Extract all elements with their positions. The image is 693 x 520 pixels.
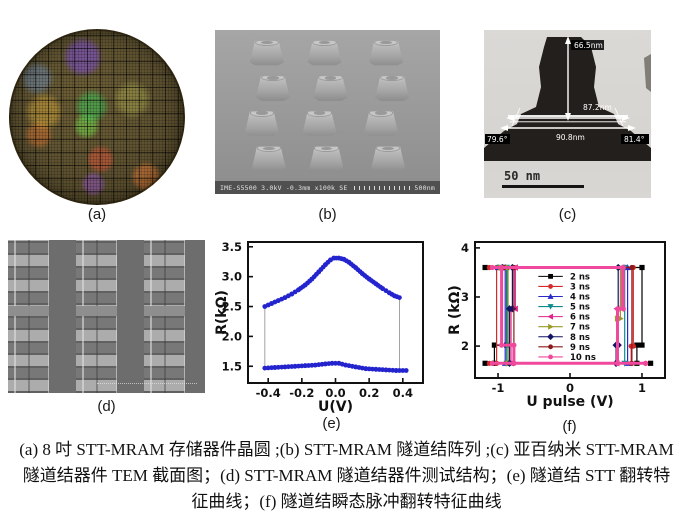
tem-scale-text: 50 nm	[504, 169, 540, 183]
arrowhead-right-icon	[622, 115, 630, 121]
caption-line-2: 隧道结器件 TEM 截面图；(d) STT-MRAM 隧道结器件测试结构；(e)…	[22, 466, 671, 485]
width-label-top: 87.2nm	[583, 103, 612, 112]
svg-text:1.5: 1.5	[222, 359, 242, 373]
angle-right-bg	[621, 134, 649, 144]
pillar	[302, 111, 337, 136]
angle-right-label: 81.4°	[624, 135, 645, 144]
sem-status-bar: IME-S5500 3.0kV -0.3mm x100k SE 500nm	[215, 181, 440, 194]
svg-text:9 ns: 9 ns	[570, 343, 590, 353]
pillar	[249, 40, 284, 66]
sem-status-text: IME-S5500 3.0kV -0.3mm x100k SE	[220, 183, 348, 192]
height-label: 66.5nm	[574, 41, 603, 50]
pillar	[251, 146, 286, 171]
panel-label-d: (d)	[97, 398, 116, 415]
pillar	[307, 40, 342, 66]
mtj-layer-line2	[510, 121, 626, 123]
sem-scale-ruler	[354, 185, 411, 190]
caption-line-1: (a) 8 吋 STT-MRAM 存储器件晶圆 ;(b) STT-MRAM 隧道…	[19, 440, 674, 459]
svg-text:5 ns: 5 ns	[570, 303, 590, 313]
svg-text:-1: -1	[492, 381, 505, 395]
sem-image: IME-S5500 3.0kV -0.3mm x100k SE 500nm	[215, 30, 440, 194]
svg-text:-0.2: -0.2	[289, 386, 314, 400]
arrowhead-down-icon	[565, 113, 571, 121]
svg-text:2: 2	[461, 339, 469, 353]
svg-text:3.0: 3.0	[222, 270, 242, 284]
height-label-bg	[571, 40, 604, 50]
svg-text:R(kΩ): R(kΩ)	[214, 290, 230, 335]
figure-caption: (a) 8 吋 STT-MRAM 存储器件晶圆 ;(b) STT-MRAM 隧道…	[0, 437, 693, 515]
svg-text:U pulse (V): U pulse (V)	[526, 394, 613, 410]
arrowhead-up-icon	[565, 36, 571, 44]
svg-text:0: 0	[566, 381, 574, 395]
panel-label-a: (a)	[87, 206, 107, 223]
arrowhead-right2-icon	[628, 125, 636, 131]
svg-text:6 ns: 6 ns	[570, 313, 590, 323]
svg-text:-0.4: -0.4	[256, 386, 281, 400]
caption-line-3: 征曲线；(f) 隧道结瞬态脉冲翻转特征曲线	[191, 492, 502, 511]
svg-text:0.4: 0.4	[393, 386, 413, 400]
wafer-image	[9, 29, 185, 205]
pulse-switching-chart: -1 0 1 2 3 4 U pulse (V) R (kΩ) 2 ns 3 ns 4 ns 5 ns…	[446, 232, 693, 432]
panel-label-f: (f)	[562, 418, 577, 435]
angle-tick-left	[511, 107, 521, 127]
tem-edge-smudge	[644, 54, 651, 92]
tem-scale-bar	[502, 185, 584, 188]
svg-text:U(V): U(V)	[318, 399, 353, 415]
stt-switching-chart: -0.4 -0.2 0.0 0.2 0.4 1.5 2.0 2.5 3.0 3.5 U(V) R(kΩ…	[213, 232, 450, 432]
pillar	[375, 76, 410, 101]
panel-label-b: (b)	[318, 206, 337, 223]
test-structure-image	[8, 240, 205, 393]
arrowhead-left-icon	[506, 115, 514, 121]
width-label-bottom: 90.8nm	[556, 133, 585, 142]
svg-text:2.0: 2.0	[222, 329, 242, 343]
tem-image: 66.5nm 87.2nm 90.8nm 79.6° 81.4° 50 nm	[484, 30, 651, 198]
svg-text:3 ns: 3 ns	[570, 282, 590, 292]
svg-text:1: 1	[638, 381, 646, 395]
panel-label-e: (e)	[322, 415, 341, 432]
sem-scale-text: 500nm	[414, 183, 435, 192]
pillar-field	[215, 30, 440, 181]
pillar	[309, 146, 344, 171]
svg-text:0.0: 0.0	[325, 386, 345, 400]
pillar	[369, 40, 404, 66]
svg-text:3.5: 3.5	[222, 240, 242, 254]
svg-text:2.5: 2.5	[222, 300, 242, 314]
angle-tick-right	[614, 107, 624, 127]
arrowhead-left2-icon	[500, 125, 508, 131]
panel-label-c: (c)	[558, 206, 577, 223]
svg-text:3: 3	[461, 290, 469, 304]
pillar	[313, 76, 348, 101]
svg-text:R (kΩ): R (kΩ)	[447, 285, 463, 335]
micro-scale-line	[96, 383, 198, 384]
pillar	[371, 146, 406, 171]
angle-left-bg	[485, 134, 510, 144]
tem-drawing: 66.5nm 87.2nm 90.8nm 79.6° 81.4° 50 nm	[484, 36, 651, 188]
svg-text:0.2: 0.2	[359, 386, 379, 400]
pillar	[255, 76, 290, 101]
svg-text:4 ns: 4 ns	[570, 292, 590, 302]
angle-left-label: 79.6°	[487, 135, 508, 144]
pillar	[364, 111, 399, 136]
svg-text:7 ns: 7 ns	[570, 323, 590, 333]
svg-text:2 ns: 2 ns	[570, 272, 590, 282]
pillar	[244, 111, 279, 136]
sem-scale: 500nm	[354, 184, 435, 192]
svg-text:4: 4	[461, 241, 469, 255]
svg-text:8 ns: 8 ns	[570, 333, 590, 343]
svg-text:10 ns: 10 ns	[570, 353, 596, 363]
